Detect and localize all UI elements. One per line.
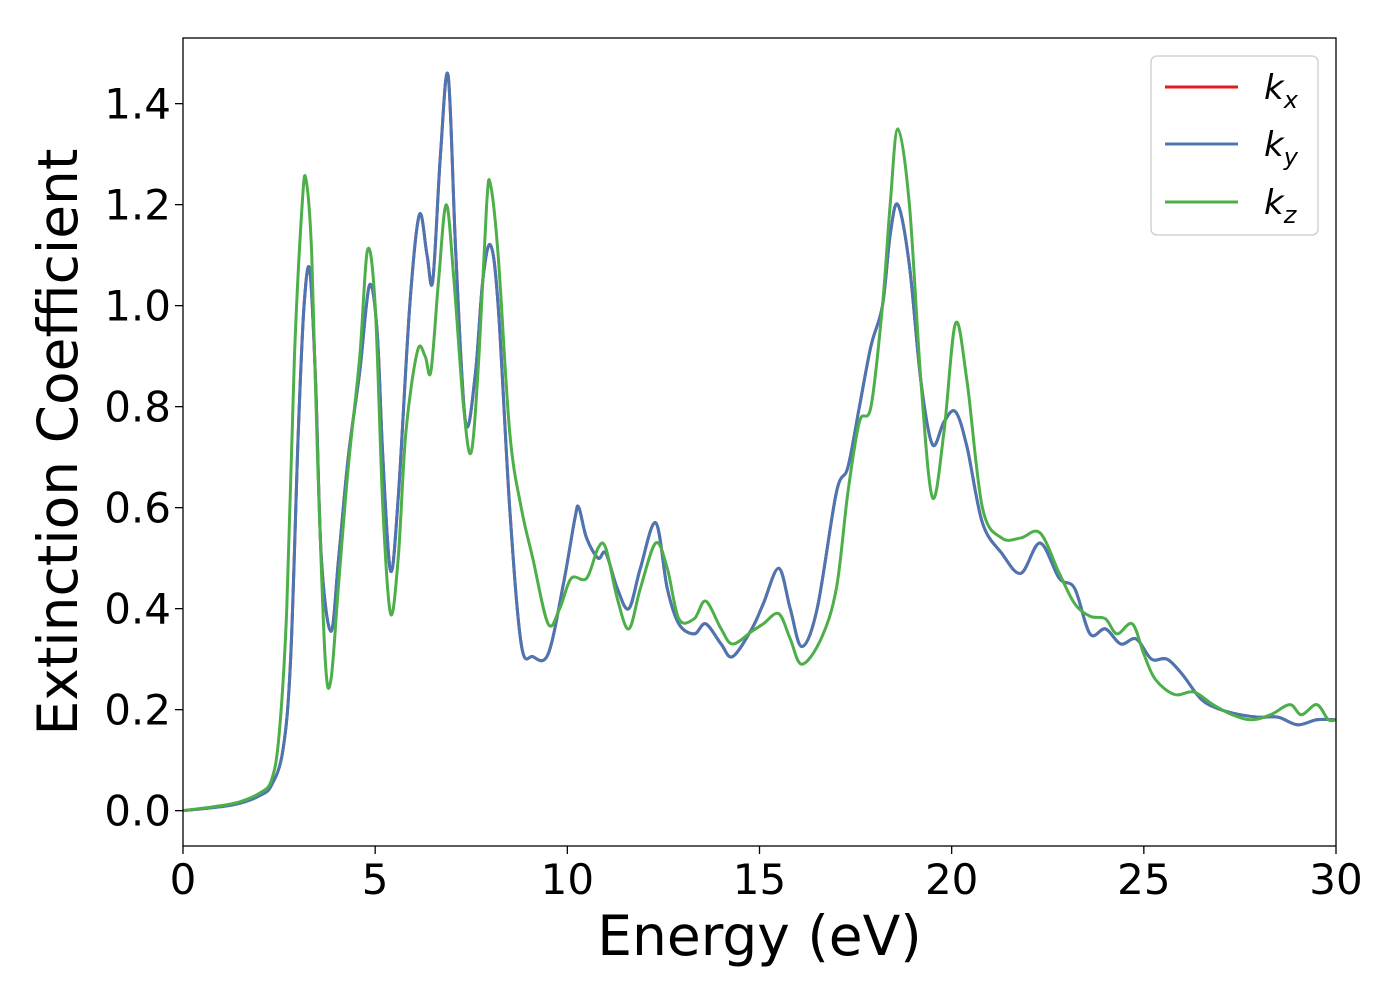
y-axis-title: Extinction Coefficient xyxy=(26,149,90,736)
y-tick-label: 1.2 xyxy=(104,181,171,230)
legend-label-main: k xyxy=(1264,183,1285,223)
y-tick-label: 0.0 xyxy=(104,787,171,836)
x-tick-label: 15 xyxy=(733,855,786,904)
legend-label-sub: x xyxy=(1283,86,1299,114)
x-tick-label: 25 xyxy=(1117,855,1170,904)
ticks-layer: 0 5 10 15 20 25 30 0.0 0.2 0.4 0.6 0.8 1.0 1.2 1.4 xyxy=(104,80,1363,904)
series-line-k-z xyxy=(183,127,1336,813)
legend-label-main: k xyxy=(1264,125,1285,165)
x-axis-title: Energy (eV) xyxy=(597,904,921,968)
y-tick-label: 0.8 xyxy=(104,383,171,432)
x-tick-label: 0 xyxy=(170,855,197,904)
y-tick-label: 0.6 xyxy=(104,484,171,533)
y-tick-label: 0.4 xyxy=(104,585,171,634)
series-layer xyxy=(183,71,1336,813)
y-tick-label: 1.4 xyxy=(104,80,171,129)
x-tick-label: 20 xyxy=(925,855,978,904)
x-tick-label: 5 xyxy=(362,855,389,904)
x-tick-label: 30 xyxy=(1309,855,1362,904)
legend-label-y: ky xyxy=(1264,125,1299,171)
legend-label-sub: y xyxy=(1283,143,1299,171)
legend-label-sub: z xyxy=(1283,201,1298,229)
legend-label-x: kx xyxy=(1264,68,1299,114)
legend-label-z: kz xyxy=(1264,183,1298,229)
legend-label-main: k xyxy=(1264,68,1285,108)
y-tick-label: 0.2 xyxy=(104,686,171,735)
y-tick-label: 1.0 xyxy=(104,282,171,331)
x-tick-label: 10 xyxy=(541,855,594,904)
